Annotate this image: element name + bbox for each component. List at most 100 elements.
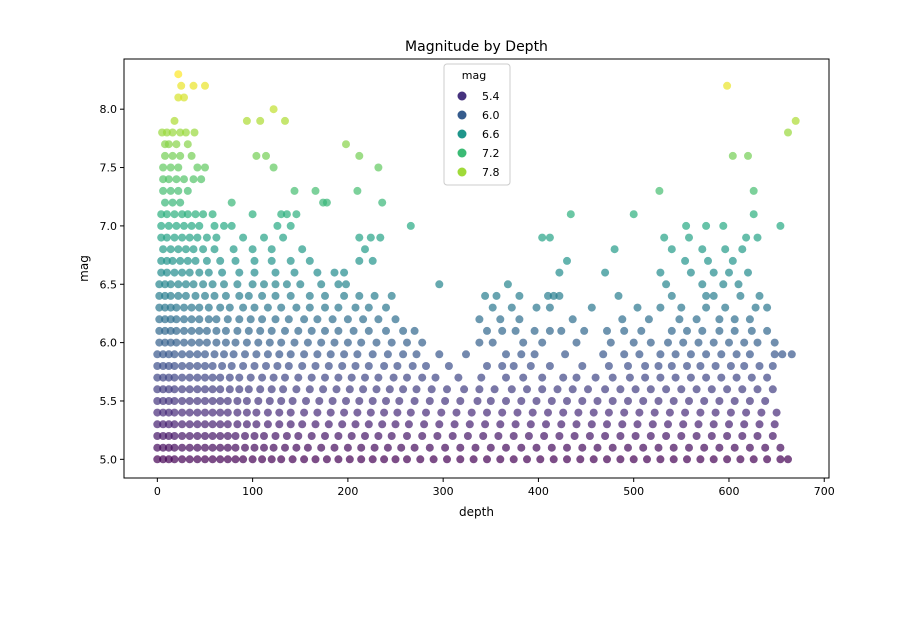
data-point	[374, 373, 383, 382]
data-point	[168, 256, 177, 265]
data-point	[172, 175, 181, 184]
data-point	[753, 338, 762, 347]
data-point	[178, 233, 187, 242]
legend-label: 7.8	[482, 166, 500, 179]
data-point	[669, 443, 678, 452]
x-tick-label: 400	[528, 485, 549, 498]
data-point	[410, 443, 419, 452]
data-point	[231, 338, 240, 347]
data-point	[578, 397, 587, 405]
data-point	[185, 455, 194, 464]
data-point	[254, 338, 263, 347]
data-point	[608, 443, 617, 452]
data-point	[603, 420, 611, 429]
data-point	[679, 338, 688, 347]
data-point	[654, 443, 663, 452]
data-point	[216, 303, 225, 312]
data-point	[364, 303, 373, 312]
data-point	[174, 291, 183, 300]
data-point	[164, 420, 173, 429]
data-point	[170, 385, 179, 394]
data-point	[178, 362, 187, 370]
data-point	[181, 280, 190, 289]
data-point	[319, 385, 328, 394]
data-point	[355, 151, 364, 160]
data-point	[646, 432, 655, 440]
data-point	[187, 315, 196, 324]
data-point	[157, 210, 166, 219]
data-point	[174, 163, 183, 172]
data-point	[745, 315, 754, 324]
data-point	[189, 81, 198, 90]
y-axis-ticks: 5.0 5.5 6.0 6.5 7.0 7.5 8.0	[100, 103, 124, 466]
data-point	[166, 326, 175, 335]
data-point	[503, 280, 512, 289]
data-point	[538, 373, 547, 382]
data-point	[216, 432, 225, 440]
data-point	[202, 233, 211, 242]
data-point	[162, 256, 171, 265]
data-point	[334, 303, 343, 312]
data-point	[300, 455, 309, 464]
data-point	[631, 385, 640, 394]
data-point	[254, 397, 263, 405]
data-point	[744, 268, 752, 277]
data-point	[201, 397, 209, 405]
data-point	[547, 443, 556, 452]
data-point	[164, 385, 173, 394]
data-point	[502, 397, 510, 405]
data-point	[305, 256, 314, 265]
data-point	[258, 315, 267, 324]
data-point	[296, 280, 305, 289]
data-point	[164, 362, 173, 370]
data-point	[456, 455, 465, 464]
data-point	[403, 455, 411, 464]
legend-entry: 7.8	[457, 166, 500, 179]
data-point	[606, 338, 615, 347]
data-point	[284, 315, 293, 324]
data-point	[486, 397, 495, 405]
data-point	[380, 362, 389, 370]
data-point	[225, 385, 234, 394]
data-point	[578, 443, 587, 452]
data-point	[180, 93, 188, 102]
data-point	[176, 128, 185, 137]
data-point	[168, 151, 177, 160]
data-point	[604, 408, 613, 417]
data-point	[498, 408, 507, 417]
data-point	[271, 291, 280, 300]
data-point	[223, 455, 232, 464]
data-point	[281, 443, 289, 452]
data-point	[248, 280, 257, 289]
data-point	[572, 338, 581, 347]
data-point	[216, 408, 225, 417]
data-point	[155, 303, 164, 312]
data-point	[195, 303, 204, 312]
data-point	[745, 350, 754, 359]
data-point	[372, 338, 381, 347]
data-point	[159, 186, 168, 195]
data-point	[271, 315, 280, 324]
data-point	[227, 221, 236, 230]
data-point	[616, 385, 625, 394]
data-point	[517, 443, 526, 452]
data-point	[469, 455, 478, 464]
data-point	[168, 198, 177, 207]
data-point	[378, 420, 387, 429]
data-point	[776, 443, 785, 452]
data-point	[235, 315, 244, 324]
data-point	[208, 362, 217, 370]
data-point	[694, 338, 703, 347]
data-point	[183, 210, 192, 219]
data-point	[204, 315, 213, 324]
data-point	[677, 303, 686, 312]
data-point	[572, 373, 581, 382]
data-point	[359, 385, 368, 394]
y-axis-label: mag	[77, 255, 91, 282]
data-point	[624, 443, 632, 452]
data-point	[465, 420, 474, 429]
data-point	[524, 432, 533, 440]
data-point	[208, 455, 217, 464]
data-point	[376, 233, 385, 242]
data-point	[374, 315, 383, 324]
